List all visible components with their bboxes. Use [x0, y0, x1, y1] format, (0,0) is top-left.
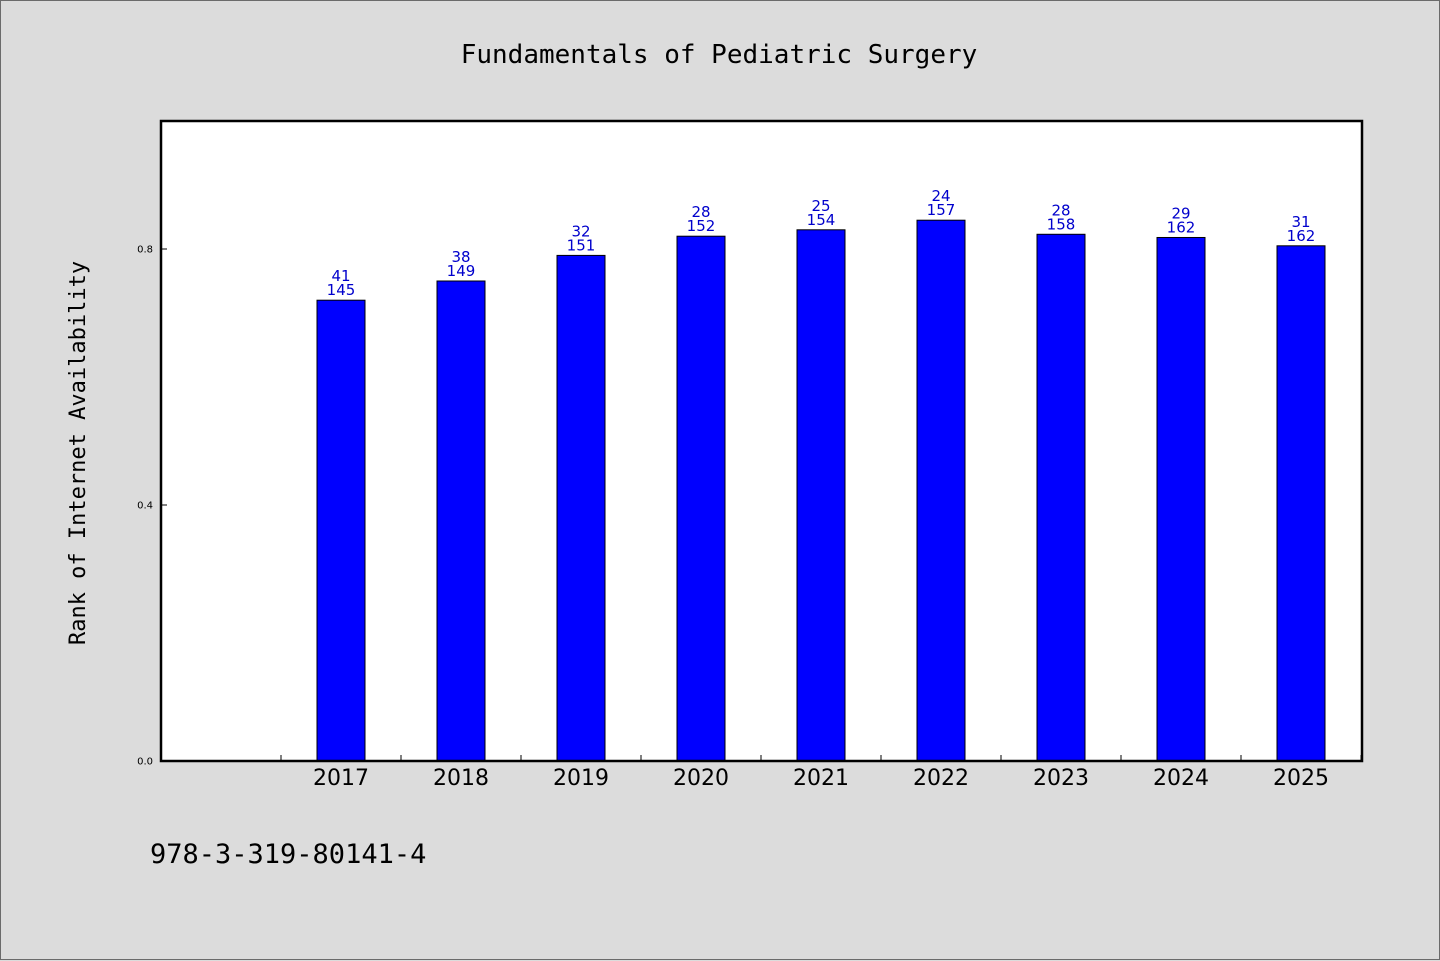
- bar-label-top: 28: [1051, 201, 1070, 219]
- bar-label-bottom: 151: [567, 236, 596, 254]
- bar-2018: [436, 280, 486, 762]
- bar-label-top: 41: [331, 267, 350, 285]
- bar-label-bottom: 152: [687, 217, 716, 235]
- plot-border: [159, 119, 1364, 763]
- chart-title: Fundamentals of Pediatric Surgery: [461, 40, 978, 70]
- y-tick-label: 0.4: [137, 501, 153, 512]
- bar-2024: [1156, 236, 1206, 762]
- x-tick-label: 2019: [553, 766, 609, 791]
- bar-label-bottom: 162: [1167, 218, 1196, 236]
- x-tick-label: 2024: [1153, 766, 1209, 791]
- bar-label-bottom: 157: [927, 201, 956, 219]
- bar-2019: [556, 254, 606, 762]
- x-tick-label: 2017: [313, 766, 369, 791]
- y-tick-label: 0.8: [137, 245, 153, 256]
- bar-label-top: 24: [931, 187, 950, 205]
- bar-label-bottom: 149: [447, 262, 476, 280]
- bar-label-top: 32: [571, 222, 590, 240]
- bar-2025: [1276, 245, 1326, 762]
- bar-label-top: 29: [1171, 204, 1190, 222]
- bar-2022: [916, 219, 966, 762]
- bar-2021: [796, 229, 846, 762]
- x-tick-label: 2022: [913, 766, 969, 791]
- bar-2017: [316, 299, 366, 762]
- footer-isbn: 978-3-319-80141-4: [150, 839, 426, 870]
- y-axis-label: Rank of Internet Availability: [66, 261, 91, 645]
- bar-label-top: 25: [811, 197, 830, 215]
- bar-label-top: 28: [691, 203, 710, 221]
- x-tick-label: 2018: [433, 766, 489, 791]
- bar-label-bottom: 154: [807, 211, 836, 229]
- x-tick-label: 2020: [673, 766, 729, 791]
- bar-label-bottom: 145: [327, 281, 356, 299]
- bar-label-bottom: 158: [1047, 215, 1076, 233]
- bar-label-top: 31: [1291, 213, 1310, 231]
- bar-2023: [1036, 233, 1086, 762]
- bar-label-bottom: 162: [1287, 227, 1316, 245]
- x-tick-label: 2025: [1273, 766, 1329, 791]
- x-tick-label: 2023: [1033, 766, 1089, 791]
- y-tick-label: 0.0: [137, 757, 153, 768]
- bar-2020: [676, 235, 726, 762]
- x-tick-label: 2021: [793, 766, 849, 791]
- bar-label-top: 38: [451, 248, 470, 266]
